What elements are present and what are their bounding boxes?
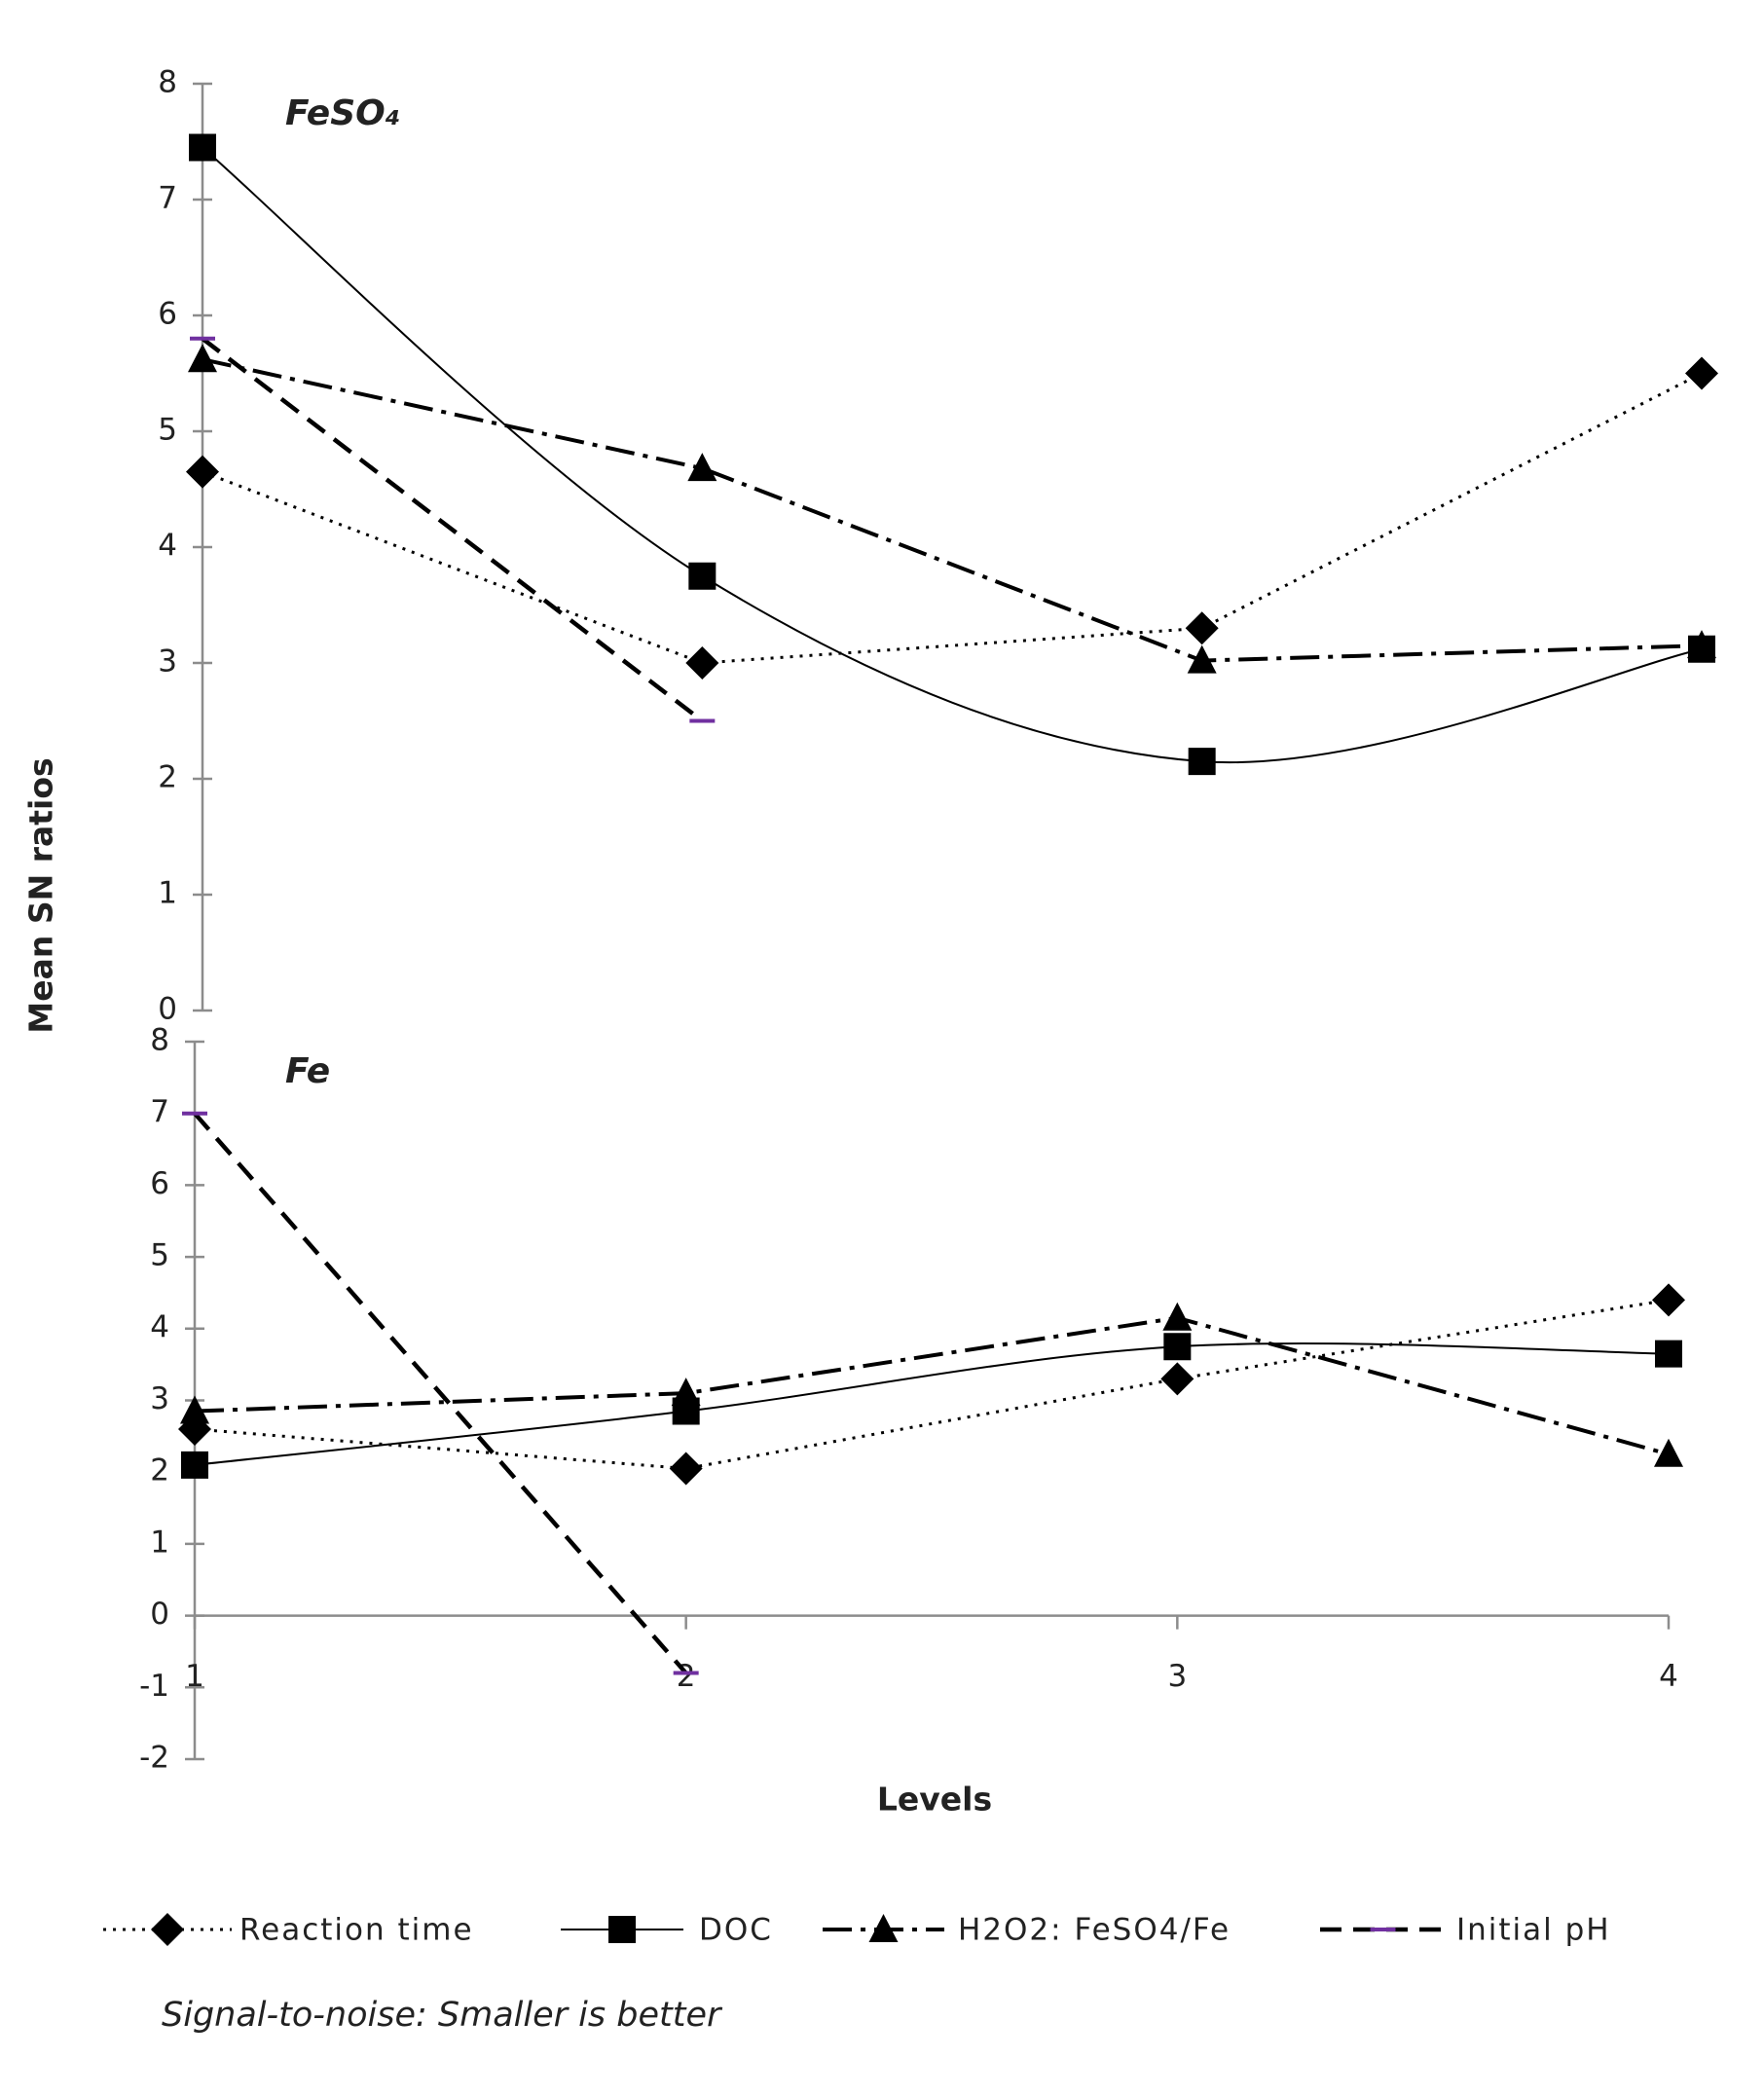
y-tick-label: 5 bbox=[158, 413, 177, 448]
y-tick-label: 4 bbox=[150, 1309, 169, 1344]
marker bbox=[1187, 644, 1217, 674]
marker bbox=[1655, 1340, 1682, 1368]
series-line bbox=[202, 357, 1703, 663]
marker bbox=[1163, 1333, 1192, 1361]
y-tick-label: 0 bbox=[158, 992, 177, 1027]
x-tick-label: 4 bbox=[1659, 1659, 1678, 1694]
y-tick-label: 8 bbox=[158, 65, 177, 100]
marker bbox=[181, 1451, 208, 1479]
y-axis-label: Mean SN ratios bbox=[22, 757, 60, 1033]
legend-marker bbox=[151, 1913, 184, 1946]
marker bbox=[685, 646, 719, 680]
marker bbox=[188, 344, 217, 373]
y-tick-label: 1 bbox=[158, 876, 177, 911]
y-tick-label: 2 bbox=[158, 760, 177, 795]
y-tick-label: 2 bbox=[150, 1453, 169, 1489]
marker bbox=[189, 133, 216, 162]
y-tick-label: -1 bbox=[139, 1669, 169, 1704]
legend-label: Reaction time bbox=[239, 1913, 474, 1948]
marker bbox=[1162, 1302, 1193, 1331]
x-axis-label: Levels bbox=[877, 1781, 992, 1819]
marker bbox=[1654, 1438, 1683, 1467]
series-line bbox=[194, 1315, 1670, 1456]
marker bbox=[1687, 630, 1716, 659]
marker bbox=[1652, 1283, 1685, 1317]
y-tick-label: 7 bbox=[158, 181, 177, 216]
y-tick-label: 6 bbox=[158, 297, 177, 332]
series-line bbox=[202, 146, 1703, 764]
y-tick-label: 5 bbox=[150, 1238, 169, 1273]
note: Signal-to-noise: Smaller is better bbox=[162, 1996, 723, 2035]
marker bbox=[186, 455, 219, 489]
legend-label: DOC bbox=[699, 1913, 773, 1948]
series-line bbox=[194, 1342, 1670, 1466]
x-tick-label: 1 bbox=[185, 1659, 204, 1694]
y-tick-label: 3 bbox=[150, 1381, 169, 1416]
y-tick-label: 3 bbox=[158, 644, 177, 680]
series-line bbox=[201, 337, 704, 723]
marker bbox=[1185, 611, 1219, 645]
y-tick-label: 0 bbox=[150, 1597, 169, 1632]
marker bbox=[669, 1452, 703, 1486]
legend-label: H2O2: FeSO4/Fe bbox=[958, 1913, 1231, 1948]
y-tick-label: 4 bbox=[158, 529, 177, 564]
series-line bbox=[193, 1112, 688, 1675]
y-tick-label: 7 bbox=[150, 1094, 169, 1129]
series-line bbox=[202, 372, 1703, 665]
marker bbox=[180, 1395, 209, 1424]
y-tick-label: -2 bbox=[139, 1741, 169, 1776]
marker bbox=[687, 453, 717, 482]
x-tick-label: 3 bbox=[1167, 1659, 1187, 1694]
chart-title: FeSO₄ bbox=[285, 93, 401, 133]
y-tick-label: 6 bbox=[150, 1166, 169, 1201]
marker bbox=[671, 1378, 701, 1407]
legend-marker bbox=[608, 1916, 636, 1943]
chart-title: Fe bbox=[285, 1051, 330, 1091]
marker bbox=[1160, 1362, 1194, 1396]
y-tick-label: 8 bbox=[150, 1023, 169, 1058]
legend-label: Initial pH bbox=[1456, 1913, 1611, 1948]
marker bbox=[1685, 356, 1718, 390]
marker bbox=[688, 562, 717, 590]
y-tick-label: 1 bbox=[150, 1525, 169, 1560]
marker bbox=[1188, 748, 1216, 776]
legend-marker bbox=[868, 1914, 899, 1942]
series-line bbox=[194, 1298, 1670, 1471]
